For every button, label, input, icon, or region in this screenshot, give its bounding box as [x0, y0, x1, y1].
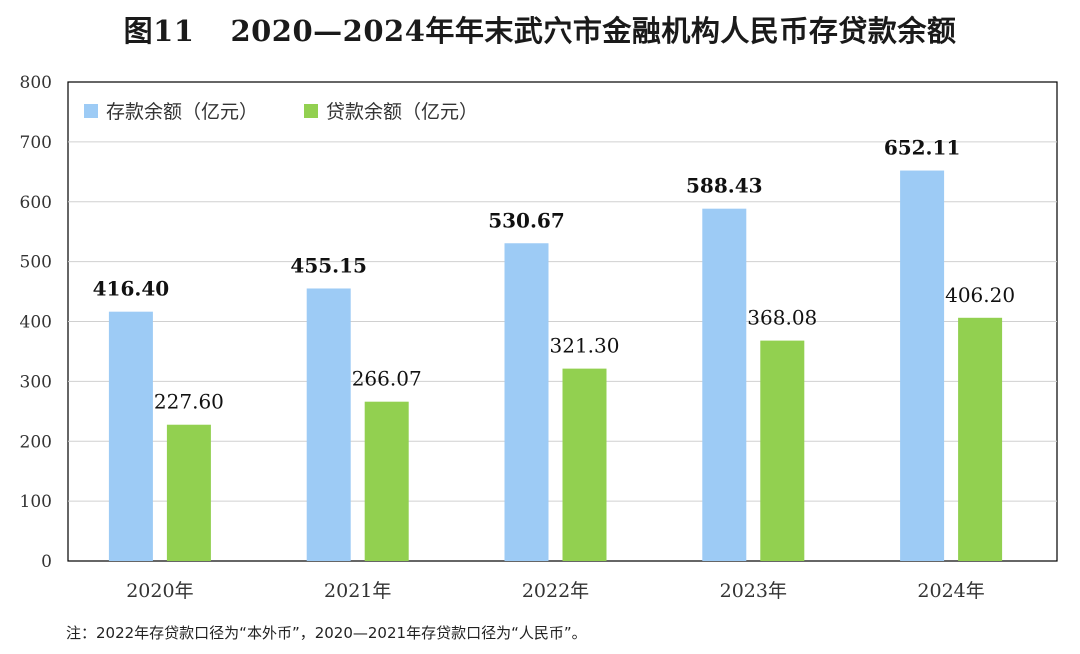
- bar: [900, 170, 945, 561]
- bar: [760, 340, 805, 561]
- data-label: 455.15: [290, 253, 367, 277]
- bar: [306, 288, 351, 561]
- data-label: 406.20: [945, 283, 1015, 307]
- x-tick-label: 2024年: [917, 580, 984, 602]
- x-tick-label: 2021年: [324, 580, 391, 602]
- bar: [108, 311, 153, 561]
- x-tick-label: 2023年: [720, 580, 787, 602]
- y-tick-label: 200: [20, 432, 52, 452]
- data-label: 588.43: [686, 174, 763, 198]
- bar: [166, 424, 211, 561]
- y-tick-label: 500: [20, 253, 52, 273]
- data-label: 321.30: [550, 334, 620, 358]
- x-tick-label: 2020年: [126, 580, 193, 602]
- y-tick-label: 600: [20, 193, 52, 213]
- footnote: 注：2022年存贷款口径为“本外币”，2020—2021年存贷款口径为“人民币”…: [66, 624, 587, 642]
- x-tick-label: 2022年: [522, 580, 589, 602]
- data-label: 652.11: [884, 136, 961, 160]
- bar: [562, 368, 607, 561]
- y-tick-label: 0: [41, 552, 52, 572]
- bar: [364, 401, 409, 561]
- bar: [504, 243, 549, 561]
- y-tick-label: 800: [20, 73, 52, 93]
- figure-title: 2020—2024年年末武穴市金融机构人民币存贷款余额: [230, 14, 957, 48]
- legend-swatch: [84, 104, 98, 118]
- figure-number: 图11: [123, 14, 195, 48]
- legend-swatch: [304, 104, 318, 118]
- bar: [702, 208, 747, 561]
- data-label: 266.07: [352, 367, 422, 391]
- y-tick-label: 400: [20, 313, 52, 333]
- data-label: 368.08: [747, 306, 817, 330]
- data-label: 416.40: [93, 277, 170, 301]
- y-tick-label: 100: [20, 492, 52, 512]
- data-label: 530.67: [488, 208, 565, 232]
- y-tick-label: 700: [20, 133, 52, 153]
- chart-title: 图11 2020—2024年年末武穴市金融机构人民币存贷款余额: [0, 8, 1080, 50]
- legend-label: 贷款余额（亿元）: [326, 101, 478, 123]
- data-label: 227.60: [154, 390, 224, 414]
- legend-label: 存款余额（亿元）: [106, 101, 258, 123]
- y-tick-label: 300: [20, 372, 52, 392]
- bar: [958, 317, 1003, 561]
